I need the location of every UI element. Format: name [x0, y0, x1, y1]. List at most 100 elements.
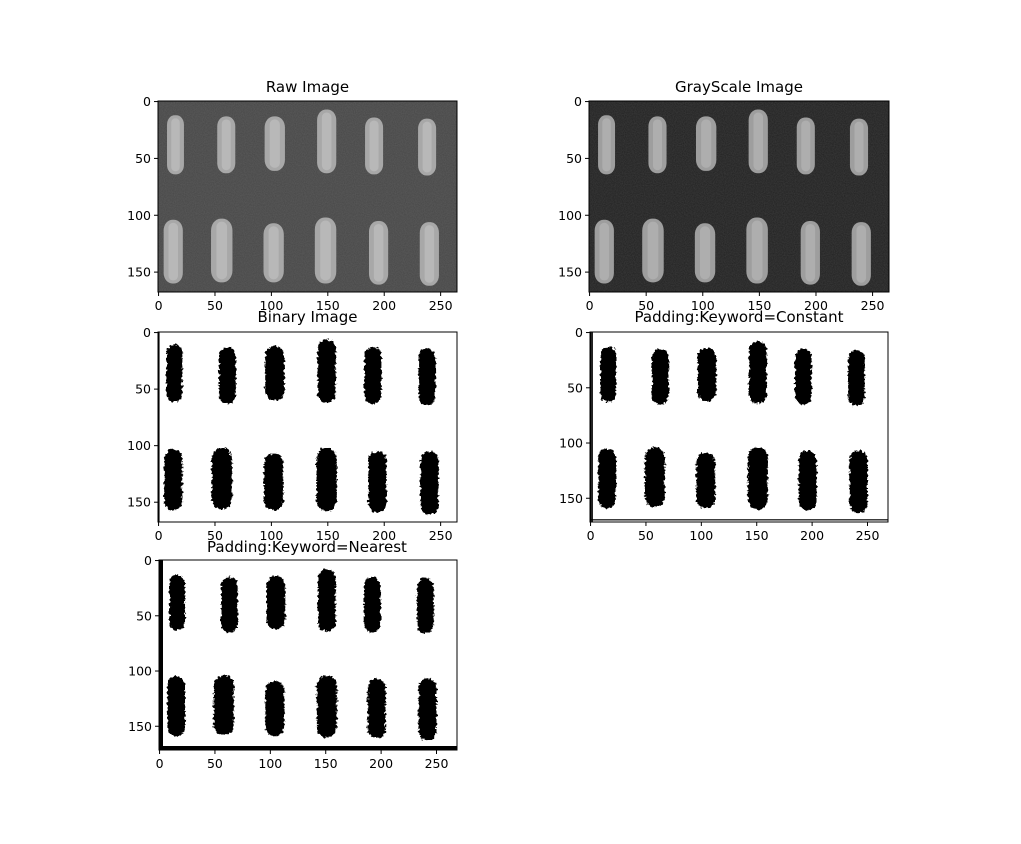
y-tick-label: 0 — [144, 553, 152, 568]
rice-grain — [218, 347, 236, 404]
y-tick-label: 150 — [558, 265, 582, 280]
grain-highlight — [854, 121, 864, 173]
grain-highlight — [699, 226, 711, 280]
rice-grain — [164, 449, 183, 511]
panel-title: Padding:Keyword=Nearest — [207, 538, 407, 556]
panel-title: Raw Image — [266, 78, 349, 96]
axes-frame — [588, 100, 890, 293]
rice-grain — [211, 447, 232, 509]
y-tick-label: 100 — [127, 438, 151, 453]
rice-grain — [317, 339, 336, 403]
x-tick-label: 200 — [804, 298, 828, 313]
x-tick-label: 250 — [856, 528, 880, 543]
grain-highlight — [753, 112, 764, 171]
rice-grain — [167, 676, 186, 737]
padding-border — [590, 519, 888, 521]
x-tick-label: 100 — [259, 528, 283, 543]
rice-grain — [213, 675, 234, 736]
padding-border — [159, 746, 457, 750]
grain-group — [164, 339, 439, 515]
rice-grain — [166, 345, 183, 402]
panel-grayscale-image: GrayScale Image 0 50 100 150 200 250 0 50 100 15… — [558, 78, 890, 313]
y-tick-label: 0 — [143, 94, 151, 109]
grain-highlight — [373, 223, 384, 282]
grain-highlight — [805, 223, 816, 282]
rice-grain — [364, 347, 382, 404]
y-tick-label: 50 — [135, 151, 151, 166]
panel-padding-constant: 0 50 100 150 200 250 0 50 100 150 Padding:Keywor… — [559, 308, 889, 543]
grain-group — [598, 341, 868, 513]
grain-group — [167, 569, 437, 741]
rice-grain — [265, 680, 285, 737]
x-tick-label: 0 — [155, 298, 163, 313]
edge-artifact — [589, 332, 592, 522]
rice-grain — [849, 450, 868, 513]
x-axis: 0 50 100 150 200 250 — [155, 522, 453, 543]
x-tick-label: 100 — [258, 756, 282, 771]
image-background — [590, 332, 888, 522]
rice-grain — [264, 453, 284, 511]
grain-highlight — [652, 119, 663, 171]
grain-highlight — [422, 121, 432, 173]
grain-highlight — [856, 225, 867, 283]
rice-grain — [265, 346, 285, 401]
rice-grain — [600, 346, 617, 403]
y-axis: 0 50 100 150 — [127, 325, 158, 510]
image-noise — [589, 101, 889, 292]
image-noise — [158, 101, 457, 292]
rice-grain — [748, 341, 767, 404]
x-tick-label: 250 — [429, 298, 453, 313]
axes-frame — [158, 559, 458, 751]
rice-grain — [266, 576, 286, 630]
image-background — [159, 560, 457, 750]
y-tick-label: 100 — [558, 208, 582, 223]
grain-highlight — [801, 120, 811, 172]
y-tick-label: 150 — [559, 491, 583, 506]
rice-grain — [417, 578, 434, 634]
image-area — [157, 332, 457, 522]
grain-highlight — [171, 118, 180, 172]
grain-highlight — [168, 222, 179, 281]
panel-title: Padding:Keyword=Constant — [635, 308, 844, 326]
rice-grain — [368, 451, 387, 513]
y-axis: 0 50 100 150 — [127, 94, 158, 280]
rice-grain — [697, 348, 717, 402]
rice-grain — [316, 447, 337, 512]
rice-grain — [848, 350, 865, 406]
y-tick-label: 100 — [128, 664, 152, 679]
grain-group — [163, 109, 439, 286]
panel-raw-image: Raw Image 0 50 100 150 200 250 0 50 100 150 — [127, 78, 458, 313]
x-tick-label: 100 — [691, 298, 715, 313]
x-tick-label: 0 — [156, 756, 164, 771]
y-tick-label: 50 — [567, 380, 583, 395]
rice-grain — [644, 447, 665, 508]
rice-grain — [598, 448, 617, 509]
x-tick-label: 0 — [155, 528, 163, 543]
x-tick-label: 250 — [425, 756, 449, 771]
rice-grain — [652, 349, 669, 405]
axes-frame — [157, 100, 458, 293]
grain-highlight — [602, 118, 611, 172]
rice-grain — [316, 675, 337, 738]
grain-highlight — [216, 221, 228, 280]
x-tick-label: 250 — [861, 298, 885, 313]
x-tick-label: 150 — [316, 528, 340, 543]
image-area — [589, 332, 888, 522]
panel-padding-nearest: 0 50 100 150 200 250 0 50 100 150 Padding:Keywor… — [128, 538, 458, 771]
x-axis: 0 50 100 150 200 250 — [587, 522, 880, 543]
y-axis: 0 50 100 150 — [128, 553, 159, 734]
y-tick-label: 0 — [574, 94, 582, 109]
y-tick-label: 50 — [135, 382, 151, 397]
grain-highlight — [221, 119, 231, 171]
rice-grain — [696, 452, 716, 509]
y-tick-label: 100 — [127, 208, 151, 223]
y-tick-label: 0 — [143, 325, 151, 340]
grain-highlight — [269, 119, 280, 168]
x-tick-label: 250 — [429, 528, 453, 543]
grain-highlight — [424, 225, 435, 283]
rice-grain — [363, 577, 381, 633]
padding-border — [591, 332, 593, 522]
x-tick-label: 50 — [207, 528, 223, 543]
x-tick-label: 200 — [372, 528, 396, 543]
y-tick-label: 150 — [127, 495, 151, 510]
